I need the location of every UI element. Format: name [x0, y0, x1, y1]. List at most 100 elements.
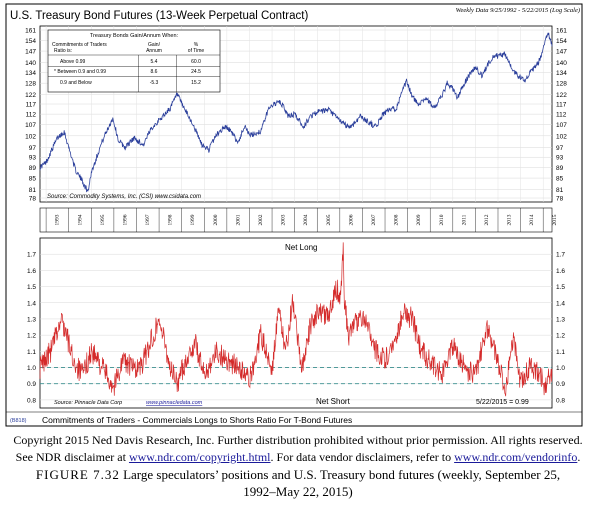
year-tick-label: 2011 [461, 214, 467, 225]
year-tick-label: 1994 [77, 214, 83, 225]
ratio-y-ticks: 1.7 1.7 1.6 1.6 1.5 1.5 1.4 1.4 1.3 1.3 1.2 1.2 1.1 1… [27, 252, 565, 405]
inset-col2-header-1: Gain/ [148, 42, 161, 48]
ratio-y-tick-left: 0.8 [27, 397, 36, 404]
price-source-note: Source: Commodity Systems, Inc. (CSI) ww… [47, 194, 201, 200]
net-short-label: Net Short [316, 397, 351, 406]
vendorinfo-link[interactable]: www.ndr.com/vendorinfo [454, 450, 578, 464]
disclaimer-text-c: . [577, 450, 581, 464]
price-y-tick-left: 128 [25, 81, 36, 88]
inset-row-1-label: Above 0.99 [60, 59, 86, 65]
price-y-tick-left: 85 [29, 176, 37, 183]
copyright-link[interactable]: www.ndr.com/copyright.html [128, 450, 271, 464]
year-tick-label: 2009 [416, 214, 422, 225]
year-strip-box [39, 207, 553, 233]
figure-caption: FIGURE 7.32 Large speculators’ positions… [0, 467, 596, 483]
price-y-tick-right: 147 [556, 49, 567, 56]
year-tick-label: 2008 [394, 214, 400, 225]
year-tick-label: 2006 [348, 214, 354, 225]
figure-caption-line-2: 1992–May 22, 2015) [243, 484, 353, 499]
ratio-y-tick-right: 1.2 [556, 333, 565, 340]
inset-row-3-pct: 15.2 [191, 80, 201, 86]
inset-row-2-pct: 24.5 [191, 69, 201, 75]
ratio-y-tick-right: 0.9 [556, 381, 565, 388]
inset-col1-header-1: Commitments of Traders [52, 42, 107, 48]
price-y-tick-left: 107 [25, 122, 36, 129]
price-y-tick-left: 89 [29, 165, 37, 172]
year-tick-label: 2005 [326, 214, 332, 225]
price-y-tick-right: 122 [556, 92, 567, 99]
year-tick-label: 2000 [213, 214, 219, 225]
year-tick-labels: 1993 1994 1995 1996 1997 1998 1999 2000 2001 2002… [45, 208, 558, 232]
price-y-tick-right: 161 [556, 28, 567, 35]
year-tick-label: 2010 [439, 214, 445, 225]
year-tick-label: 1996 [122, 214, 128, 225]
ratio-y-tick-left: 0.9 [27, 381, 36, 388]
year-tick-label: 2007 [371, 214, 377, 225]
inset-table-title: Treasury Bonds Gain/Annum When: [90, 33, 179, 39]
ratio-plot-area [39, 237, 553, 409]
ratio-y-tick-left: 1.0 [27, 365, 36, 372]
figure-label: FIGURE 7.32 [35, 467, 120, 482]
ratio-y-tick-right: 1.4 [556, 300, 565, 307]
price-y-tick-right: 78 [556, 196, 564, 203]
ratio-y-tick-right: 1.7 [556, 252, 565, 259]
ratio-reference-lines [40, 367, 552, 385]
ratio-chart-title: Commitments of Traders - Commercials Lon… [42, 415, 352, 425]
ratio-panel: 1.7 1.7 1.6 1.6 1.5 1.5 1.4 1.4 1.3 1.3 1.2 1.2 1.1 1… [27, 237, 565, 409]
inset-col2-header-2: Annum [146, 48, 162, 54]
ratio-y-tick-left: 1.4 [27, 300, 36, 307]
price-y-tick-left: 161 [25, 28, 36, 35]
price-y-tick-right: 140 [556, 60, 567, 67]
inset-row-2-gain: 8.6 [151, 69, 158, 75]
year-axis-strip: 1993 1994 1995 1996 1997 1998 1999 2000 2001 2002… [39, 207, 558, 233]
price-y-tick-right: 112 [556, 112, 567, 119]
disclaimer-text-b: . For data vendor disclaimers, refer to [270, 450, 455, 464]
price-y-tick-right: 117 [556, 102, 567, 109]
year-tick-label: 2002 [258, 214, 264, 225]
copyright-line: Copyright 2015 Ned Davis Research, Inc. … [13, 433, 583, 447]
chart-figure: 161 161 154 154 147 147 140 140 134 134 128 128 122 1… [5, 3, 583, 427]
price-y-ticks: 161 161 154 154 147 147 140 140 134 134 128 128 122 1… [25, 28, 567, 203]
ratio-y-tick-left: 1.2 [27, 333, 36, 340]
ratio-y-tick-left: 1.7 [27, 252, 36, 259]
ratio-y-tick-right: 1.3 [556, 316, 565, 323]
price-y-tick-left: 134 [25, 70, 36, 77]
year-tick-label: 1995 [100, 214, 106, 225]
price-y-tick-left: 93 [29, 155, 37, 162]
inset-table-box [47, 29, 221, 93]
ratio-source-link[interactable]: www.pinnacledata.com [146, 400, 203, 406]
ratio-y-tick-left: 1.6 [27, 268, 36, 275]
inset-row-3-gain: -5.3 [150, 80, 159, 86]
ratio-source-note: Source: Pinnacle Data Corp [54, 400, 122, 406]
price-chart-date-note: Weekly Data 9/25/1992 - 5/22/2015 (Log S… [456, 7, 580, 14]
price-y-tick-left: 102 [25, 133, 36, 140]
year-tick-label: 2013 [507, 214, 513, 225]
price-series-line [39, 32, 553, 193]
price-y-tick-right: 128 [556, 81, 567, 88]
price-y-tick-right: 134 [556, 70, 567, 77]
price-y-tick-left: 81 [29, 187, 37, 194]
price-y-tick-right: 102 [556, 133, 567, 140]
price-y-tick-right: 85 [556, 176, 564, 183]
price-grid [40, 26, 552, 202]
inset-col3-header-2: of Time [188, 48, 205, 54]
last-value-label: 5/22/2015 = 0.99 [476, 399, 529, 406]
price-y-tick-right: 97 [556, 145, 564, 152]
price-y-tick-right: 107 [556, 122, 567, 129]
inset-row-3-label: 0.9 and Below [60, 80, 92, 86]
year-tick-label: 2014 [529, 214, 535, 225]
price-y-tick-left: 122 [25, 92, 36, 99]
price-y-tick-left: 140 [25, 60, 36, 67]
inset-col3-header-1: % [194, 42, 199, 48]
price-y-tick-left: 78 [29, 196, 37, 203]
figure-caption-text-1: Large speculators’ positions and U.S. Tr… [123, 467, 561, 482]
inset-row-2-label: * Between 0.9 and 0.99 [54, 69, 106, 75]
year-tick-label: 2001 [235, 214, 241, 225]
ratio-y-tick-right: 1.6 [556, 268, 565, 275]
inset-row-1-gain: 5.4 [151, 59, 158, 65]
price-y-tick-left: 112 [26, 112, 37, 119]
year-tick-label: 1999 [190, 214, 196, 225]
year-tick-label: 1997 [145, 214, 151, 225]
year-tick-label: 1998 [168, 214, 174, 225]
year-tick-label: 2015 [552, 214, 558, 225]
